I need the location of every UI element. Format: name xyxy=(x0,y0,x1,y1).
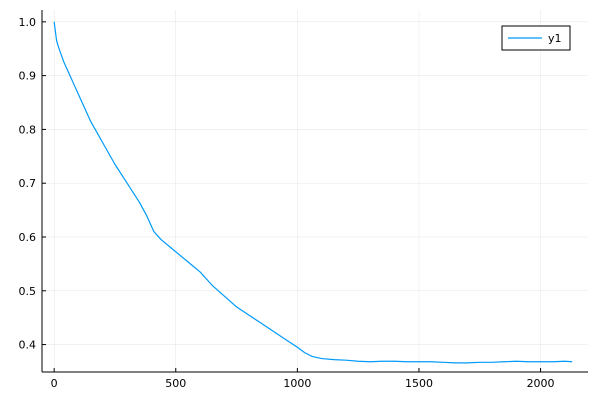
legend-label-y1: y1 xyxy=(548,32,562,45)
x-tick-label: 500 xyxy=(165,377,186,390)
x-tick-label: 2000 xyxy=(527,377,555,390)
x-tick-label: 1500 xyxy=(405,377,433,390)
y-tick-label: 1.0 xyxy=(19,16,37,29)
series-layer xyxy=(53,21,573,364)
x-tick-label: 1000 xyxy=(283,377,311,390)
axes-layer xyxy=(41,10,588,373)
y-tick-label: 0.5 xyxy=(19,285,37,298)
legend: y1 xyxy=(501,25,571,51)
y-tick-label: 0.4 xyxy=(19,339,37,352)
series-line-y1 xyxy=(53,21,573,364)
grid-layer xyxy=(42,10,588,372)
y-tick-label: 0.7 xyxy=(19,177,37,190)
y-tick-label: 0.8 xyxy=(19,123,37,136)
tick-label-layer: 0 500 1000 1500 2000 0.4 0.5 0.6 0.7 0.8 0.9 1.0 xyxy=(19,16,555,390)
x-tick-label: 0 xyxy=(51,377,58,390)
y-tick-label: 0.6 xyxy=(19,231,37,244)
y-tick-label: 0.9 xyxy=(19,70,37,83)
